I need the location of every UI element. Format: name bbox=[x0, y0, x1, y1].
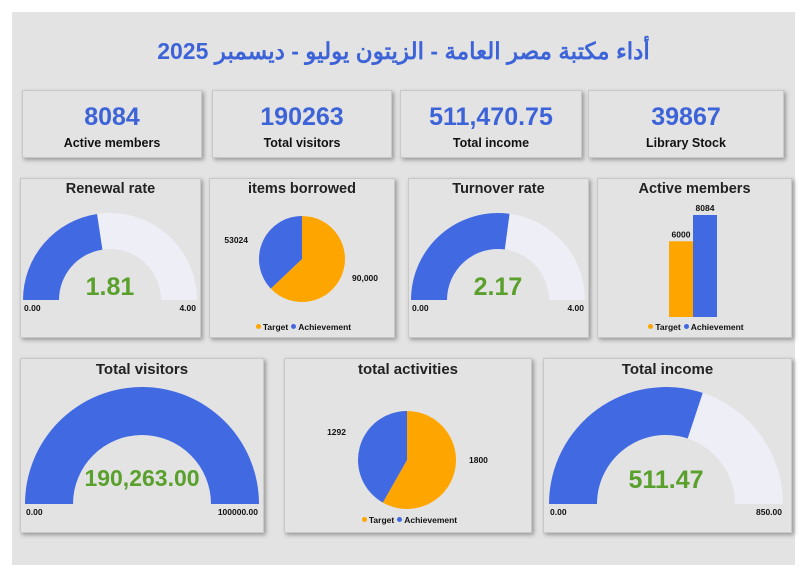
target-data-label: 90,000 bbox=[352, 273, 378, 283]
active-members-bar-chart: 6000 8084 bbox=[669, 203, 717, 317]
bar-target bbox=[669, 241, 693, 317]
chart-title: Total income bbox=[621, 361, 714, 378]
chart-title: items borrowed bbox=[248, 181, 356, 197]
visitors-gauge: 190,263.00 0.00 100000.00 bbox=[25, 386, 259, 517]
total-visitors-gauge-card: Total visitors 190,263.00 0.00 100000.00 bbox=[20, 358, 264, 533]
legend-achievement: Achievement bbox=[298, 322, 352, 332]
renewal-rate-gauge-card: Renewal rate 1.81 0.00 4.00 bbox=[20, 178, 201, 338]
renewal-gauge: 1.81 0.00 4.00 bbox=[23, 212, 197, 313]
bar-target-label: 6000 bbox=[672, 229, 691, 239]
kpi-label: Total visitors bbox=[263, 136, 341, 150]
legend-achievement: Achievement bbox=[404, 515, 458, 525]
bar-achievement bbox=[693, 215, 717, 317]
income-gauge: 511.47 0.00 850.00 bbox=[549, 386, 783, 517]
gauge-fill bbox=[23, 213, 103, 300]
gauge-max-label: 4.00 bbox=[567, 303, 584, 313]
legend-achievement-marker bbox=[683, 324, 689, 329]
kpi-value: 8084 bbox=[84, 103, 140, 131]
turnover-rate-gauge-card: Turnover rate 2.17 0.00 4.00 bbox=[408, 178, 589, 338]
gauge-min-label: 0.00 bbox=[24, 303, 41, 313]
target-data-label: 1800 bbox=[469, 455, 488, 465]
legend-achievement-marker bbox=[291, 324, 297, 329]
gauge-min-label: 0.00 bbox=[26, 507, 43, 517]
chart-title: Turnover rate bbox=[452, 181, 545, 197]
pie-slice-achievement bbox=[358, 411, 407, 503]
gauge-min-label: 0.00 bbox=[550, 507, 567, 517]
gauge-max-label: 850.00 bbox=[756, 507, 782, 517]
items-borrowed-pie-card: items borrowed 53024 90,000 Target Achieve… bbox=[209, 178, 395, 338]
legend-target-marker bbox=[361, 517, 367, 522]
chart-title: Total visitors bbox=[95, 361, 189, 378]
gauge-max-label: 4.00 bbox=[179, 303, 196, 313]
kpi-label: Library Stock bbox=[646, 136, 726, 150]
gauge-value: 511.47 bbox=[628, 466, 703, 494]
kpi-label: Active members bbox=[63, 136, 161, 150]
gauge-fill bbox=[549, 387, 703, 504]
chart-legend: Target Achievement bbox=[598, 322, 791, 332]
kpi-card-total-income: 511,470.75 Total income bbox=[400, 90, 582, 158]
legend-target: Target bbox=[262, 322, 289, 332]
page-title: أداء مكتبة مصر العامة - الزيتون يوليو - … bbox=[157, 38, 650, 64]
achievement-data-label: 1292 bbox=[327, 427, 346, 437]
chart-title: Renewal rate bbox=[65, 181, 156, 197]
kpi-card-total-visitors: 190263 Total visitors bbox=[212, 90, 392, 158]
gauge-fill bbox=[411, 213, 510, 300]
gauge-value: 190,263.00 bbox=[84, 465, 199, 491]
legend-target-marker bbox=[255, 324, 261, 329]
active-members-bar-card: Active members 6000 8084 Target Achievemen… bbox=[597, 178, 792, 338]
chart-title: Active members bbox=[638, 181, 751, 197]
gauge-max-label: 100000.00 bbox=[218, 507, 258, 517]
items-borrowed-pie: 53024 90,000 bbox=[224, 216, 378, 302]
activities-pie: 1292 1800 bbox=[327, 411, 488, 509]
pie-slice-achievement bbox=[259, 216, 302, 289]
gauge-value: 1.81 bbox=[86, 273, 135, 301]
kpi-label: Total income bbox=[452, 136, 530, 150]
total-income-gauge-card: Total income 511.47 0.00 850.00 bbox=[543, 358, 792, 533]
kpi-value: 39867 bbox=[651, 103, 721, 131]
legend-achievement: Achievement bbox=[690, 322, 744, 332]
legend-achievement-marker bbox=[397, 517, 403, 522]
legend-target: Target bbox=[655, 322, 681, 332]
pie-slice-target bbox=[382, 411, 456, 509]
turnover-gauge: 2.17 0.00 4.00 bbox=[411, 212, 585, 313]
chart-legend: Target Achievement bbox=[285, 515, 531, 525]
legend-target-marker bbox=[648, 324, 654, 329]
gauge-fill bbox=[25, 386, 259, 504]
total-activities-pie-card: total activities 1292 1800 Target Achievem… bbox=[284, 358, 532, 533]
gauge-value: 2.17 bbox=[474, 273, 523, 301]
kpi-card-active-members: 8084 Active members bbox=[22, 90, 202, 158]
achievement-data-label: 53024 bbox=[224, 235, 248, 245]
kpi-value: 190263 bbox=[260, 103, 344, 131]
kpi-value: 511,470.75 bbox=[429, 103, 553, 131]
legend-target: Target bbox=[368, 515, 395, 525]
pie-slice-target bbox=[270, 216, 345, 302]
kpi-card-library-stock: 39867 Library Stock bbox=[588, 90, 784, 158]
bar-achievement-label: 8084 bbox=[696, 203, 715, 213]
chart-title: total activities bbox=[357, 361, 459, 378]
chart-legend: Target Achievement bbox=[210, 322, 394, 332]
gauge-min-label: 0.00 bbox=[412, 303, 429, 313]
